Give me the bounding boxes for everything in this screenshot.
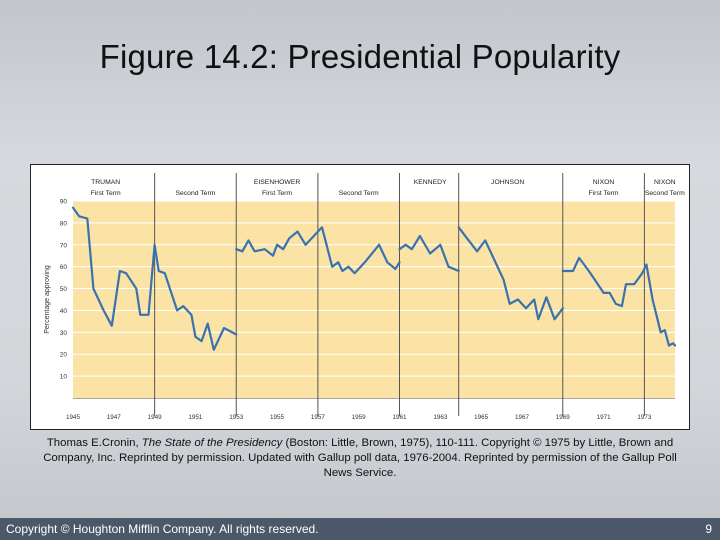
term-label: Second Term bbox=[645, 190, 685, 197]
caption-author: Thomas E.Cronin, bbox=[46, 437, 142, 449]
x-tick-label: 1967 bbox=[515, 414, 530, 421]
popularity-line-chart: 10 20 30 40 50 60 70 80 90 Percentage approving 19… bbox=[44, 173, 685, 421]
y-tick-label: 90 bbox=[60, 199, 68, 206]
y-tick-label: 10 bbox=[60, 374, 68, 381]
x-tick-label: 1961 bbox=[393, 414, 408, 421]
y-tick-label: 60 bbox=[60, 264, 68, 271]
y-tick-label: 20 bbox=[60, 352, 68, 359]
series-line-nixon bbox=[561, 256, 677, 347]
president-label: EISENHOWER bbox=[254, 179, 301, 186]
x-tick-label: 1953 bbox=[229, 414, 244, 421]
figure-caption: Thomas E.Cronin, The State of the Presid… bbox=[34, 436, 686, 481]
x-tick-label: 1971 bbox=[597, 414, 612, 421]
term-label: Second Term bbox=[339, 190, 379, 197]
y-tick-label: 40 bbox=[60, 308, 68, 315]
president-label: NIXON bbox=[593, 179, 615, 186]
x-tick-label: 1969 bbox=[556, 414, 571, 421]
x-tick-label: 1963 bbox=[433, 414, 448, 421]
x-tick-label: 1955 bbox=[270, 414, 285, 421]
x-tick-label: 1973 bbox=[637, 414, 652, 421]
y-tick-label: 70 bbox=[60, 242, 68, 249]
caption-source-text: (Boston: Little, Brown, 1975), 110-111. … bbox=[43, 437, 677, 479]
caption-book-title: The State of the Presidency bbox=[141, 437, 283, 449]
president-label: NIXON bbox=[654, 179, 676, 186]
chart-frame: 10 20 30 40 50 60 70 80 90 Percentage approving 19… bbox=[30, 164, 690, 430]
footer-bar: Copyright © Houghton Mifflin Company. Al… bbox=[0, 518, 720, 540]
term-label: First Term bbox=[91, 190, 121, 197]
term-label: Second Term bbox=[175, 190, 215, 197]
y-tick-label: 80 bbox=[60, 220, 68, 227]
x-tick-label: 1949 bbox=[148, 414, 163, 421]
series-line-eisenhower bbox=[235, 226, 401, 275]
y-tick-label: 30 bbox=[60, 330, 68, 337]
series-line-truman bbox=[71, 206, 238, 351]
y-axis-label: Percentage approving bbox=[44, 265, 51, 334]
president-label: KENNEDY bbox=[414, 179, 447, 186]
x-tick-label: 1951 bbox=[188, 414, 203, 421]
series-line-johnson bbox=[457, 226, 564, 321]
footer-copyright: Copyright © Houghton Mifflin Company. Al… bbox=[6, 522, 319, 536]
x-tick-label: 1957 bbox=[311, 414, 326, 421]
page-number: 9 bbox=[705, 522, 712, 536]
president-label: JOHNSON bbox=[491, 179, 524, 186]
x-tick-label: 1947 bbox=[107, 414, 122, 421]
series-line-kennedy bbox=[398, 234, 460, 273]
term-label: First Term bbox=[589, 190, 619, 197]
term-label: First Term bbox=[262, 190, 292, 197]
president-label: TRUMAN bbox=[91, 179, 120, 186]
x-tick-label: 1945 bbox=[66, 414, 81, 421]
y-tick-label: 50 bbox=[60, 286, 68, 293]
x-tick-label: 1959 bbox=[352, 414, 367, 421]
x-tick-label: 1965 bbox=[474, 414, 489, 421]
plot-background bbox=[73, 201, 675, 398]
slide-title: Figure 14.2: Presidential Popularity bbox=[99, 38, 621, 75]
